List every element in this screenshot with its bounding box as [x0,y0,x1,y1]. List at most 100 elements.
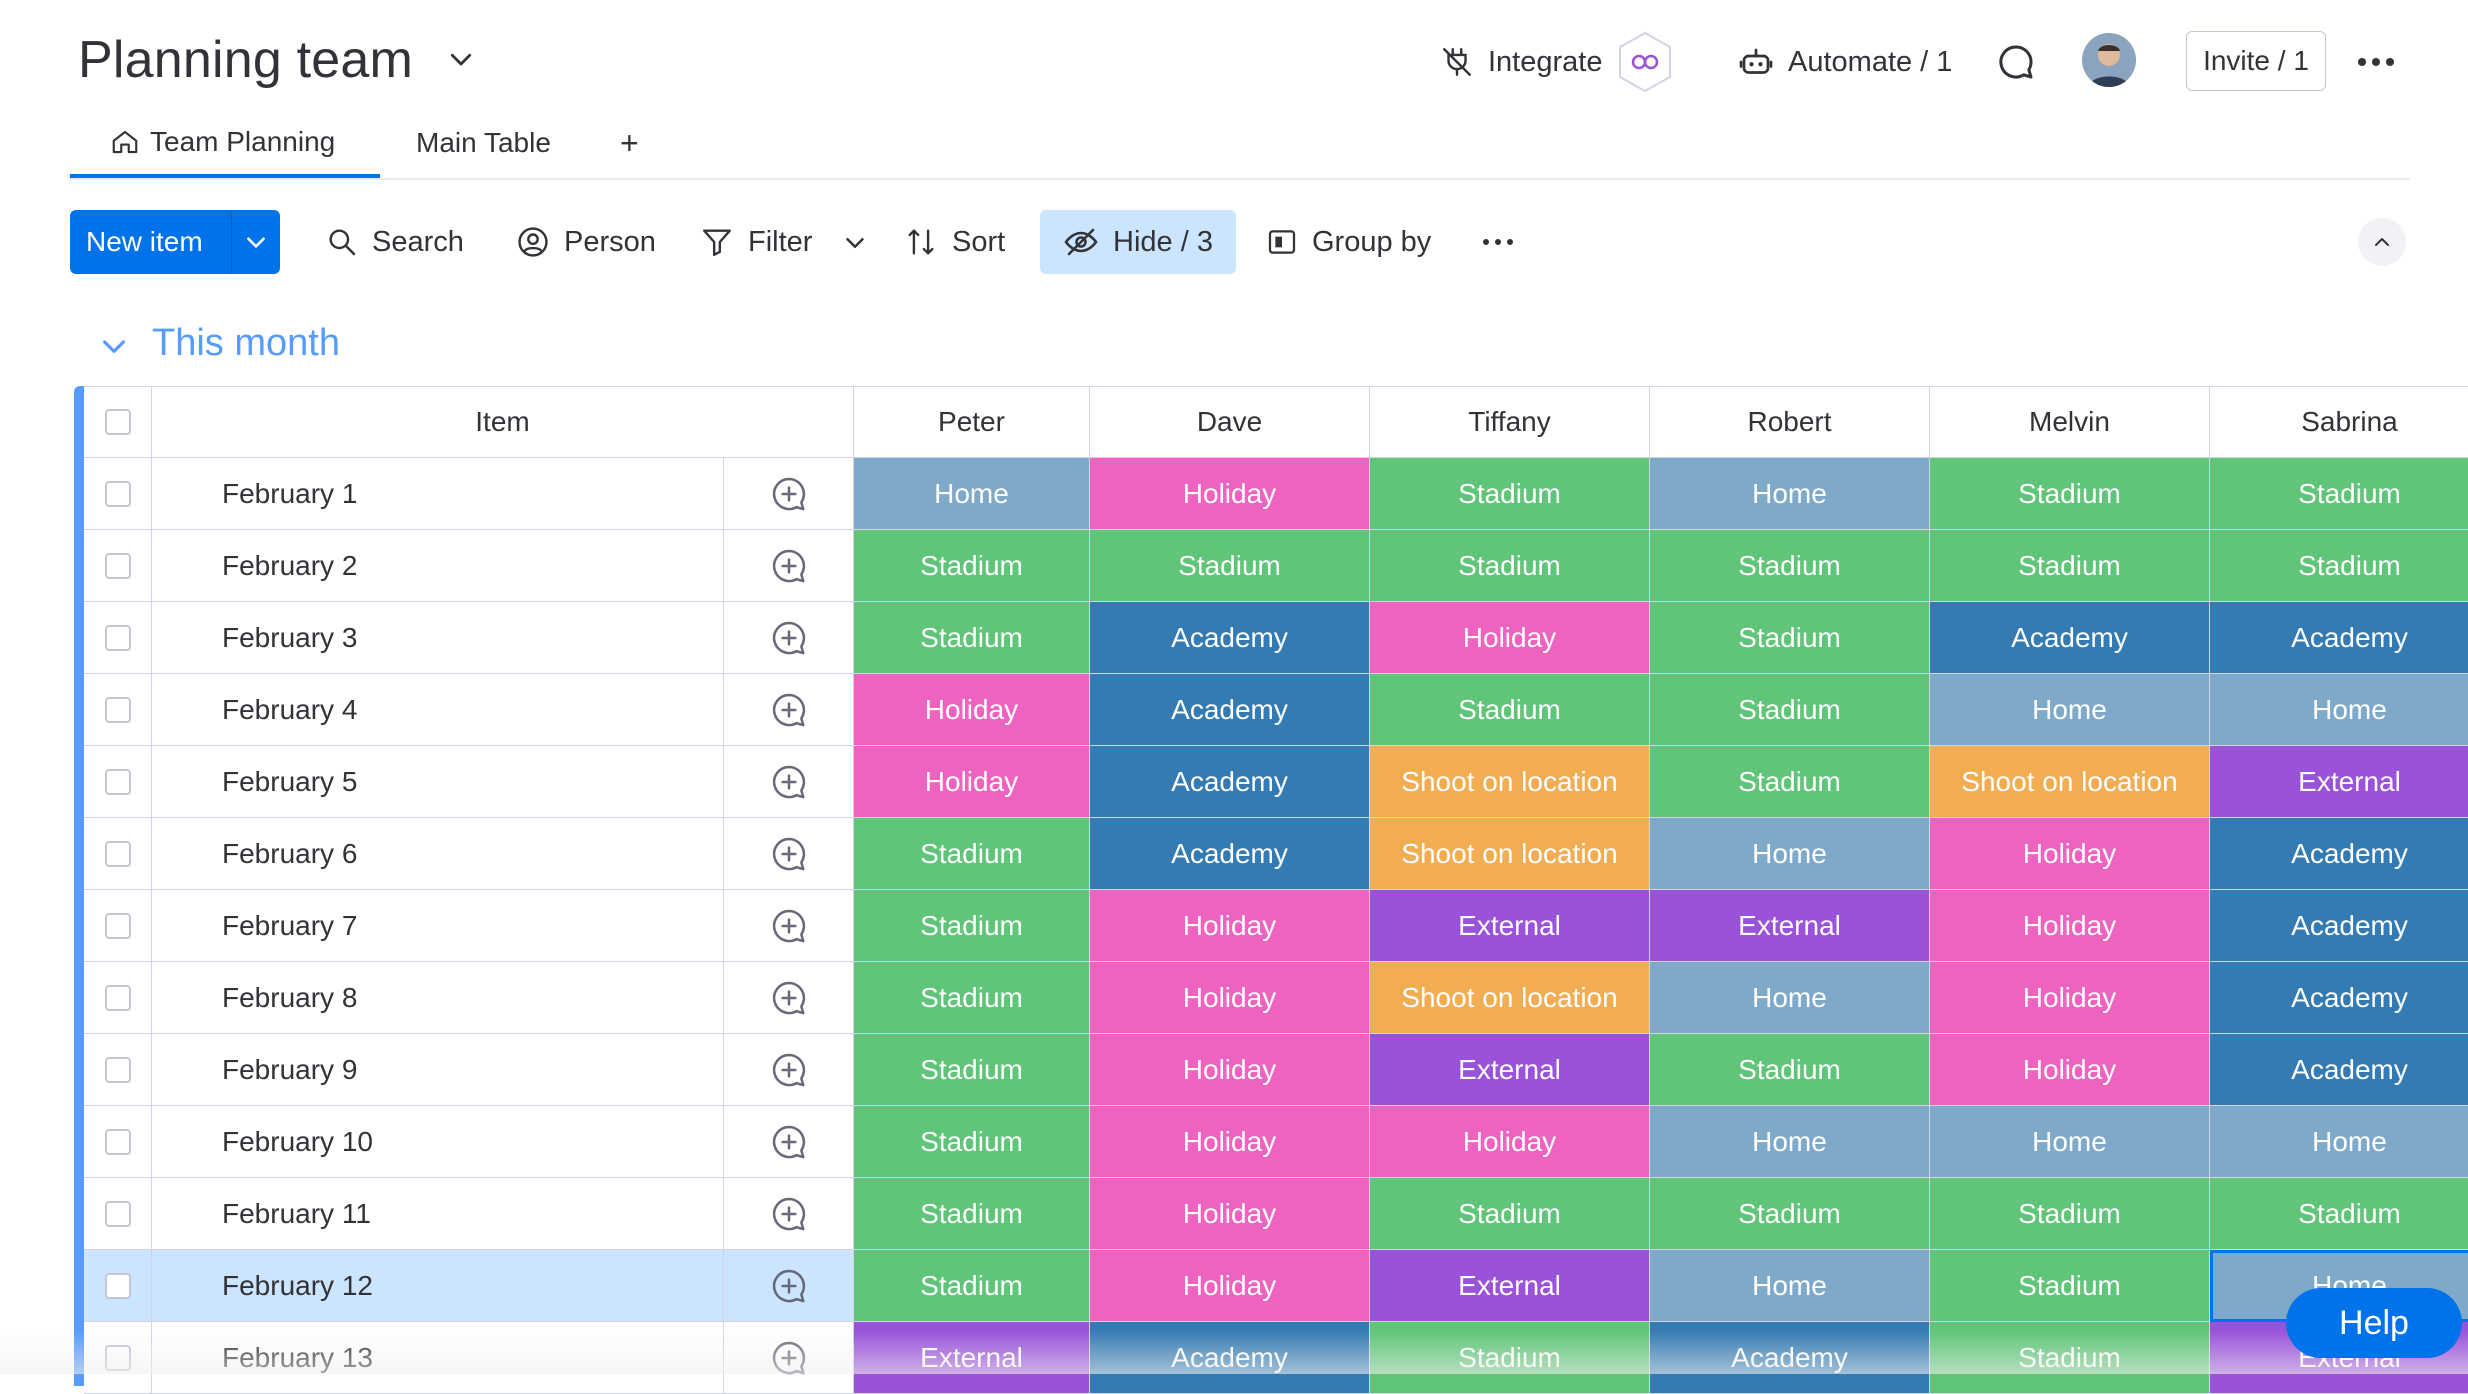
status-cell-melvin[interactable]: Stadium [1930,458,2210,530]
status-cell-dave[interactable]: Academy [1090,1322,1370,1394]
status-cell-robert[interactable]: Home [1650,1106,1930,1178]
row-checkbox[interactable] [104,840,131,867]
automate-button[interactable]: Automate / 1 [1738,30,1952,94]
chevron-down-icon[interactable] [840,228,870,258]
table-row[interactable]: February 10 Stadium Holiday Holiday Home Home… [84,1106,2468,1178]
status-cell-sabrina[interactable]: Academy [2210,602,2468,674]
board-title[interactable]: Planning team [78,31,414,89]
group-by-button[interactable]: Group by [1266,210,1431,274]
item-name-cell[interactable]: February 4 [152,674,724,746]
status-cell-peter[interactable]: Stadium [854,1106,1090,1178]
status-cell-sabrina[interactable]: Academy [2210,818,2468,890]
status-cell-robert[interactable]: Home [1650,458,1930,530]
status-cell-tiffany[interactable]: Holiday [1370,602,1650,674]
column-header-melvin[interactable]: Melvin [1930,386,2210,458]
status-cell-tiffany[interactable]: Stadium [1370,674,1650,746]
table-row[interactable]: February 9 Stadium Holiday External Stadium H… [84,1034,2468,1106]
status-cell-tiffany[interactable]: Stadium [1370,458,1650,530]
item-name-cell[interactable]: February 6 [152,818,724,890]
column-header-tiffany[interactable]: Tiffany [1370,386,1650,458]
row-checkbox[interactable] [104,1272,131,1299]
hide-columns-button[interactable]: Hide / 3 [1040,210,1236,274]
status-cell-peter[interactable]: Stadium [854,1250,1090,1322]
status-cell-tiffany[interactable]: Stadium [1370,530,1650,602]
status-cell-sabrina[interactable]: Stadium [2210,530,2468,602]
group-collapse-chevron-icon[interactable] [98,330,130,362]
column-header-item[interactable]: Item [152,386,854,458]
item-name-cell[interactable]: February 12 [152,1250,724,1322]
status-cell-robert[interactable]: Stadium [1650,1178,1930,1250]
item-name-cell[interactable]: February 9 [152,1034,724,1106]
add-update-cell[interactable] [724,1322,854,1394]
status-cell-sabrina[interactable]: External [2210,746,2468,818]
add-update-cell[interactable] [724,818,854,890]
add-update-cell[interactable] [724,746,854,818]
status-cell-melvin[interactable]: Home [1930,1106,2210,1178]
status-cell-dave[interactable]: Academy [1090,674,1370,746]
item-name-cell[interactable]: February 7 [152,890,724,962]
status-cell-dave[interactable]: Academy [1090,602,1370,674]
status-cell-melvin[interactable]: Home [1930,674,2210,746]
row-checkbox[interactable] [104,480,131,507]
table-row[interactable]: February 3 Stadium Academy Holiday Stadium Ac… [84,602,2468,674]
group-title[interactable]: This month [152,322,340,364]
row-checkbox[interactable] [104,912,131,939]
status-cell-tiffany[interactable]: Stadium [1370,1178,1650,1250]
more-options-icon[interactable] [1480,226,1516,258]
table-row[interactable]: February 2 Stadium Stadium Stadium Stadium St… [84,530,2468,602]
add-update-cell[interactable] [724,458,854,530]
row-checkbox[interactable] [104,768,131,795]
item-name-cell[interactable]: February 11 [152,1178,724,1250]
status-cell-melvin[interactable]: Academy [1930,602,2210,674]
status-cell-melvin[interactable]: Shoot on location [1930,746,2210,818]
status-cell-robert[interactable]: Academy [1650,1322,1930,1394]
status-cell-peter[interactable]: Stadium [854,530,1090,602]
add-view-button[interactable]: + [620,124,639,161]
filter-button[interactable]: Filter [700,210,812,274]
status-cell-robert[interactable]: Stadium [1650,674,1930,746]
status-cell-peter[interactable]: Stadium [854,818,1090,890]
avatar[interactable] [2082,33,2136,87]
table-row[interactable]: February 1 Home Holiday Stadium Home Stadium S… [84,458,2468,530]
add-update-cell[interactable] [724,674,854,746]
item-name-cell[interactable]: February 5 [152,746,724,818]
tab-team-planning[interactable]: Team Planning [70,110,380,178]
status-cell-robert[interactable]: External [1650,890,1930,962]
add-update-cell[interactable] [724,1034,854,1106]
table-row[interactable]: February 4 Holiday Academy Stadium Stadium Ho… [84,674,2468,746]
status-cell-peter[interactable]: Holiday [854,674,1090,746]
status-cell-peter[interactable]: Stadium [854,962,1090,1034]
select-all-checkbox[interactable] [104,409,131,435]
tab-main-table[interactable]: Main Table [416,110,551,176]
add-update-cell[interactable] [724,890,854,962]
status-cell-peter[interactable]: External [854,1322,1090,1394]
status-cell-tiffany[interactable]: External [1370,890,1650,962]
column-header-dave[interactable]: Dave [1090,386,1370,458]
integrate-button[interactable]: Integrate [1440,30,1674,94]
new-item-button[interactable]: New item [70,210,280,274]
status-cell-melvin[interactable]: Stadium [1930,1322,2210,1394]
status-cell-robert[interactable]: Home [1650,962,1930,1034]
table-row[interactable]: February 11 Stadium Holiday Stadium Stadium S… [84,1178,2468,1250]
item-name-cell[interactable]: February 2 [152,530,724,602]
table-row[interactable]: February 5 Holiday Academy Shoot on locatio… [84,746,2468,818]
row-checkbox[interactable] [104,1344,131,1371]
status-cell-peter[interactable]: Stadium [854,890,1090,962]
status-cell-dave[interactable]: Holiday [1090,962,1370,1034]
status-cell-sabrina[interactable]: Academy [2210,962,2468,1034]
status-cell-tiffany[interactable]: External [1370,1250,1650,1322]
status-cell-sabrina[interactable]: Home [2210,1106,2468,1178]
status-cell-peter[interactable]: Stadium [854,1034,1090,1106]
status-cell-sabrina[interactable]: Stadium [2210,458,2468,530]
add-update-cell[interactable] [724,1106,854,1178]
add-update-cell[interactable] [724,1178,854,1250]
row-checkbox[interactable] [104,552,131,579]
status-cell-dave[interactable]: Holiday [1090,890,1370,962]
help-button[interactable]: Help [2286,1288,2462,1358]
status-cell-melvin[interactable]: Stadium [1930,1250,2210,1322]
status-cell-melvin[interactable]: Holiday [1930,890,2210,962]
row-checkbox[interactable] [104,1056,131,1083]
status-cell-melvin[interactable]: Stadium [1930,1178,2210,1250]
chevron-down-icon[interactable] [446,44,476,74]
invite-button[interactable]: Invite / 1 [2186,31,2326,91]
